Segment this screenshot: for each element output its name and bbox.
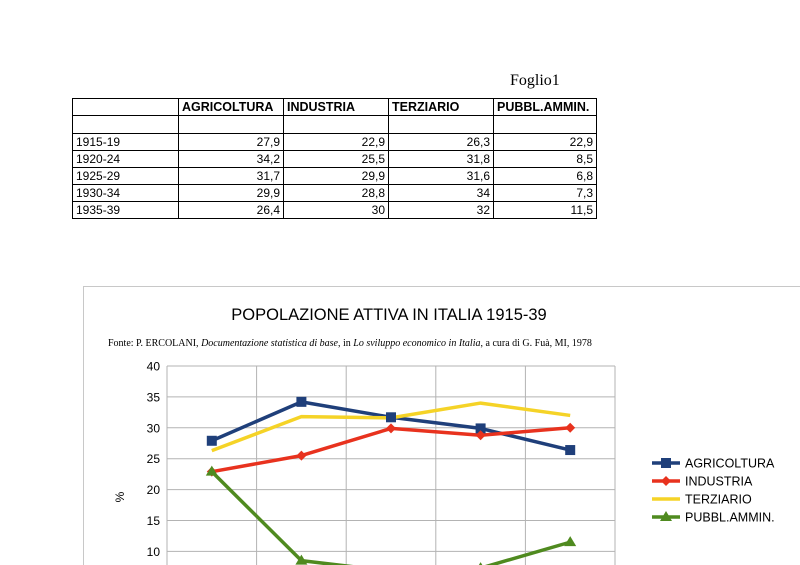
table-cell: 27,9 (178, 133, 284, 151)
legend-marker (661, 458, 671, 468)
series-line (211, 426, 571, 474)
grid-layer: 10 15 20 25 30 35 40 (147, 360, 616, 565)
y-tick-label: 20 (147, 483, 161, 497)
legend-entry-label: TERZIARIO (685, 493, 752, 507)
legend-marker (661, 476, 671, 486)
row-label: 1920-24 (72, 150, 179, 168)
table-cell: 26,4 (178, 201, 284, 219)
data-point (564, 536, 577, 547)
legend-marker (660, 511, 672, 521)
sheet-name: Foglio1 (510, 72, 560, 89)
y-tick-label: 30 (147, 421, 161, 435)
source-suffix: , a cura di G. Fuà, MI, 1978 (481, 338, 592, 349)
table-cell: 34,2 (178, 150, 284, 168)
data-point (296, 450, 307, 461)
data-point (478, 562, 483, 565)
source-middle: , in (338, 338, 353, 349)
table-header-cell: PUBBL.AMMIN. (493, 98, 597, 116)
data-point (295, 554, 308, 565)
legend-entry-label: AGRICOLTURA (685, 457, 775, 471)
table-cell: 22,9 (493, 133, 597, 151)
data-point (296, 396, 307, 407)
table-cell: 30 (283, 201, 389, 219)
chart-frame (83, 286, 800, 565)
y-tick-label: 25 (147, 452, 161, 466)
y-tick-label: 10 (147, 545, 161, 559)
data-point (205, 465, 218, 476)
legend-entry-label: PUBBL.AMMIN. (685, 511, 775, 525)
row-label: 1935-39 (72, 201, 179, 219)
data-point (206, 435, 217, 446)
data-point (565, 422, 576, 433)
data-point (475, 430, 486, 441)
legend: AGRICOLTURA INDUSTRIA TERZIARIO PUBBL.AMMIN… (652, 457, 775, 525)
chart-title: POPOLAZIONE ATTIVA IN ITALIA 1915-39 (231, 306, 546, 324)
y-tick-label: 35 (147, 390, 161, 404)
table-header-row: AGRICOLTURA INDUSTRIA TERZIARIO PUBBL.AM… (72, 98, 597, 116)
y-axis-label: % (113, 491, 127, 502)
table-cell: 22,9 (283, 133, 389, 151)
data-point (386, 423, 396, 434)
data-point (386, 412, 396, 423)
series-line (210, 470, 571, 565)
table-row: 1920-24 34,2 25,5 31,8 8,5 (72, 150, 597, 168)
table-row: 1915-19 27,9 22,9 26,3 22,9 (72, 133, 597, 151)
data-point (565, 445, 576, 456)
row-label: 1930-34 (72, 184, 179, 202)
source-title1: Documentazione statistica di base (200, 338, 338, 349)
data-table: AGRICOLTURA INDUSTRIA TERZIARIO PUBBL.AM… (72, 98, 597, 219)
table-cell: 11,5 (493, 201, 597, 219)
source-prefix: Fonte: P. ERCOLANI, (108, 338, 201, 349)
y-tick-label: 40 (147, 360, 161, 374)
series-layer (205, 396, 577, 565)
table-cell: 26,3 (388, 133, 494, 151)
table-cell: 31,6 (388, 167, 494, 185)
legend-entry-label: INDUSTRIA (685, 475, 753, 489)
y-tick-label: 15 (147, 514, 161, 528)
source-title2: Lo sviluppo economico in Italia (352, 338, 480, 349)
table-row: 1935-39 26,4 30 32 11,5 (72, 201, 597, 219)
data-point (475, 423, 486, 434)
chart-source: Fonte: P. ERCOLANI, Documentazione stati… (108, 338, 592, 349)
